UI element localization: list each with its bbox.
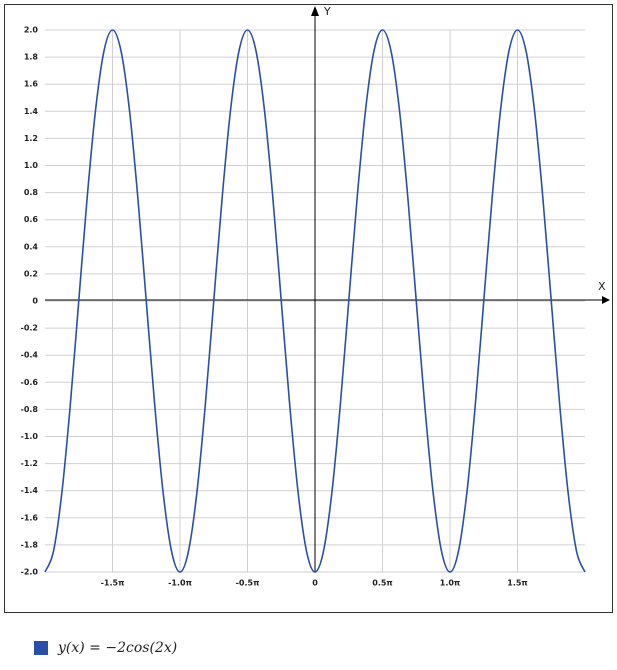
axes: X Y xyxy=(45,5,610,572)
y-arrow xyxy=(311,6,319,16)
x-tick-label: 1.5π xyxy=(507,579,528,588)
y-tick-label: -0.6 xyxy=(21,378,39,387)
y-tick-label: -0.4 xyxy=(21,351,39,360)
x-axis-label: X xyxy=(598,280,606,293)
y-tick-label: 0.8 xyxy=(24,188,39,197)
y-tick-label: -0.8 xyxy=(21,405,39,414)
y-tick-label: 2.0 xyxy=(24,26,39,35)
x-tick-label: -1.5π xyxy=(101,579,125,588)
y-tick-label: 1.4 xyxy=(24,107,39,116)
x-arrow xyxy=(602,296,610,304)
y-tick-label: -1.2 xyxy=(21,459,39,468)
x-tick-label: -1.0π xyxy=(168,579,192,588)
x-tick-label: -0.5π xyxy=(236,579,260,588)
y-tick-label: 0.4 xyxy=(24,242,39,251)
y-tick-label: 1.0 xyxy=(24,161,39,170)
y-axis-label: Y xyxy=(323,5,331,18)
y-tick-label: -1.0 xyxy=(21,432,39,441)
y-tick-label: -1.6 xyxy=(21,513,39,522)
y-tick-label: 1.6 xyxy=(24,80,39,89)
y-tick-label: -1.8 xyxy=(21,540,39,549)
series-line xyxy=(44,29,586,573)
y-tick-label: 1.8 xyxy=(24,53,39,62)
y-tick-label: -0.2 xyxy=(21,324,39,333)
x-tick-label: 0 xyxy=(312,579,318,588)
y-tick-label: 0 xyxy=(32,297,38,306)
legend-swatch xyxy=(34,641,48,655)
y-tick-label: -2.0 xyxy=(21,568,39,577)
y-tick-label: 1.2 xyxy=(24,134,38,143)
y-tick-label: 0.6 xyxy=(24,215,39,224)
frame xyxy=(4,4,613,613)
y-tick-label: 0.2 xyxy=(24,269,38,278)
legend-label: y(x) = −2cos(2x) xyxy=(57,640,177,656)
x-tick-label: 1.0π xyxy=(440,579,461,588)
x-tick-label: 0.5π xyxy=(372,579,393,588)
y-tick-label: -1.4 xyxy=(21,486,39,495)
